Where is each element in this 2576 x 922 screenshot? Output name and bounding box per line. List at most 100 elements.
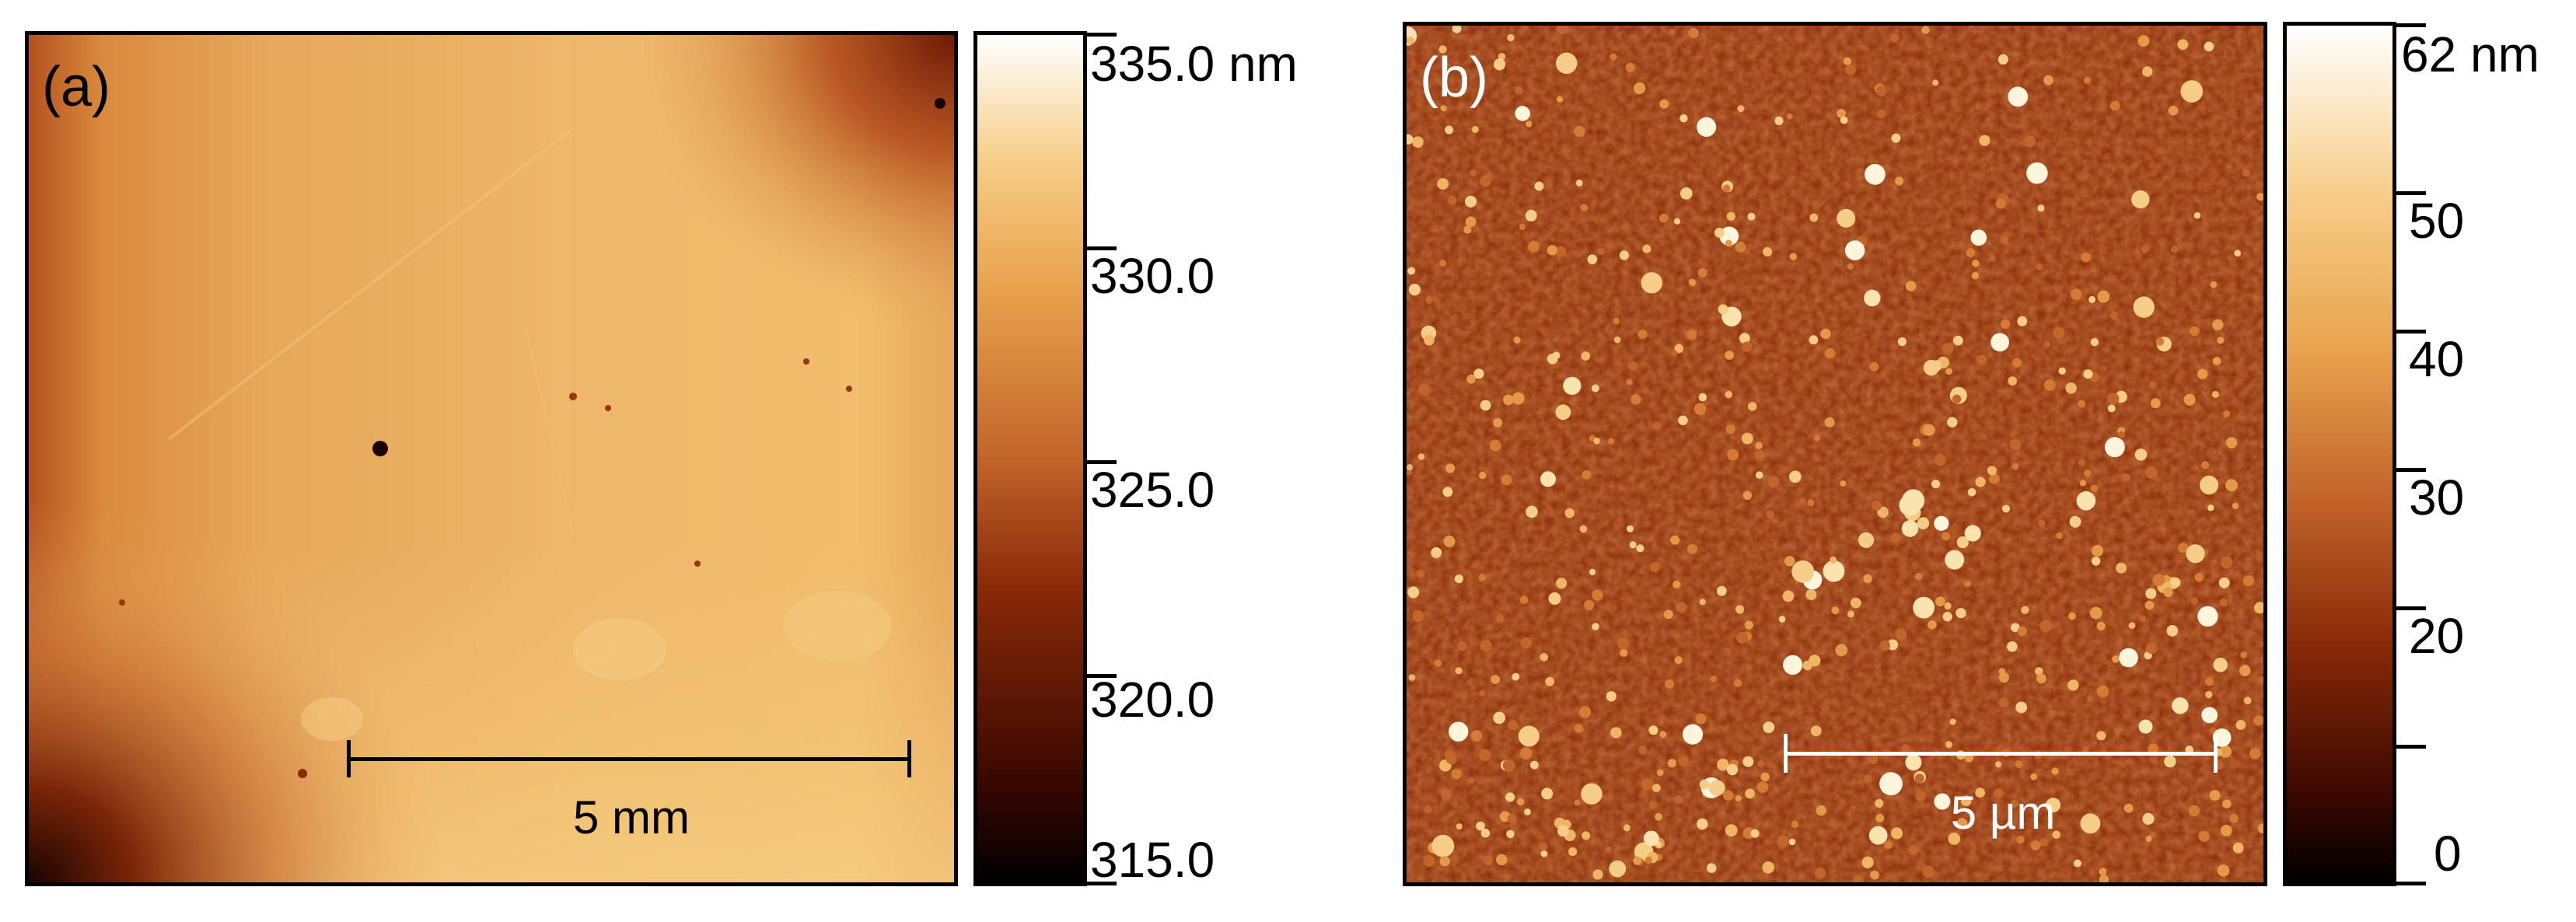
surface-grain [1674, 795, 1683, 804]
surface-grain [2079, 480, 2086, 487]
surface-grain [1755, 471, 1763, 479]
surface-grain [2099, 875, 2109, 882]
surface-grain [2134, 449, 2148, 461]
surface-grain [1556, 578, 1568, 589]
surface-grain [1745, 788, 1755, 799]
surface-grain [1971, 271, 1980, 280]
surface-grain [1417, 453, 1425, 460]
surface-grain [1722, 790, 1734, 802]
surface-grain [2152, 573, 2165, 586]
surface-grain [2113, 727, 2121, 735]
surface-grain [2139, 615, 2146, 622]
surface-grain [2123, 803, 2134, 813]
surface-grain [2089, 606, 2102, 620]
surface-grain [1508, 720, 1519, 731]
panel-label-a: (a) [42, 56, 110, 118]
surface-grain [2046, 798, 2060, 813]
surface-grain [1725, 424, 1735, 435]
surface-grain [2008, 86, 2029, 107]
surface-grain [1890, 33, 1900, 43]
surface-grain [2218, 577, 2230, 588]
surface-grain [2012, 463, 2019, 470]
surface-grain [1670, 535, 1680, 545]
surface-grain [1672, 580, 1681, 588]
surface-grain [1582, 470, 1592, 480]
surface-grain [2219, 598, 2228, 607]
surface-grain [2253, 715, 2263, 726]
surface-grain [1548, 592, 1561, 605]
surface-grain [1944, 602, 1952, 610]
surface-grain [1972, 260, 1980, 267]
surface-grain [1912, 438, 1921, 447]
surface-grain [1457, 641, 1467, 651]
surface-grain [1591, 384, 1599, 393]
surface-grain [2166, 625, 2179, 637]
surface-grain [2128, 622, 2136, 629]
surface-grain [1584, 599, 1595, 610]
surface-grain [1952, 394, 1962, 404]
surface-grain [2198, 830, 2210, 842]
scale-bar-a-label: 5 mm [573, 791, 690, 843]
surface-grain [1587, 254, 1598, 265]
surface-grain [2225, 479, 2238, 492]
surface-grain [1491, 675, 1500, 684]
surface-grain [1998, 697, 2009, 707]
surface-grain [1613, 317, 1620, 325]
surface-grain [1518, 725, 1540, 747]
surface-grain [1966, 248, 1976, 257]
surface-grain [1610, 53, 1617, 61]
colorbar-b-tick-label: 62 nm [2401, 26, 2539, 82]
surface-grain [1592, 589, 1603, 601]
surface-grain [2009, 438, 2022, 451]
surface-grain [2078, 459, 2085, 466]
surface-grain [2026, 162, 2048, 184]
surface-grain [1471, 126, 1479, 133]
surface-grain [1840, 480, 1847, 487]
surface-grain [1802, 660, 1812, 671]
colorbar-b-tick-label: 30 [2409, 470, 2465, 526]
surface-grain [1555, 246, 1567, 257]
surface-grain [1744, 620, 1753, 630]
surface-grain [1452, 26, 1462, 33]
surface-grain [1742, 491, 1753, 500]
surface-grain [1679, 114, 1688, 123]
surface-grain [1412, 610, 1424, 623]
surface-grain [1847, 610, 1854, 618]
surface-grain [2109, 311, 2119, 320]
surface-grain [2039, 620, 2052, 632]
surface-grain [2145, 588, 2157, 599]
surface-grain [1725, 390, 1732, 399]
surface-grain [1556, 96, 1564, 103]
surface-grain [2010, 623, 2020, 633]
surface-grain [1845, 65, 1856, 75]
surface-grain [1620, 648, 1628, 657]
surface-grain [1840, 116, 1848, 124]
surface-grain [1424, 295, 1433, 304]
surface-grain [1627, 525, 1634, 533]
surface-grain [1913, 596, 1935, 619]
surface-grain [2234, 250, 2241, 257]
colorbar-b-tick-label: 50 [2409, 193, 2465, 249]
surface-grain [1688, 27, 1699, 39]
surface-grain [1598, 247, 1605, 255]
surface-grain [1948, 833, 1961, 845]
surface-grain [2142, 66, 2153, 77]
surface-grain [1844, 240, 1865, 260]
surface-grain [1638, 745, 1648, 754]
surface-grain [1408, 674, 1416, 681]
surface-grain [1574, 799, 1581, 806]
surface-grain [1442, 487, 1453, 498]
surface-grain [1782, 590, 1795, 602]
surface-grain [1638, 329, 1648, 339]
surface-grain [2220, 825, 2232, 836]
surface-grain [1727, 449, 1739, 461]
surface-grain [2197, 606, 2218, 627]
surface-grain [2070, 288, 2082, 300]
colorbar-b [2283, 22, 2396, 886]
surface-grain [1592, 623, 1599, 630]
surface-grain [1942, 342, 1954, 354]
surface-grain [2112, 655, 2120, 663]
surface-grain [1466, 374, 1476, 384]
surface-grain [2145, 642, 2158, 655]
surface-grain [2043, 341, 2051, 348]
